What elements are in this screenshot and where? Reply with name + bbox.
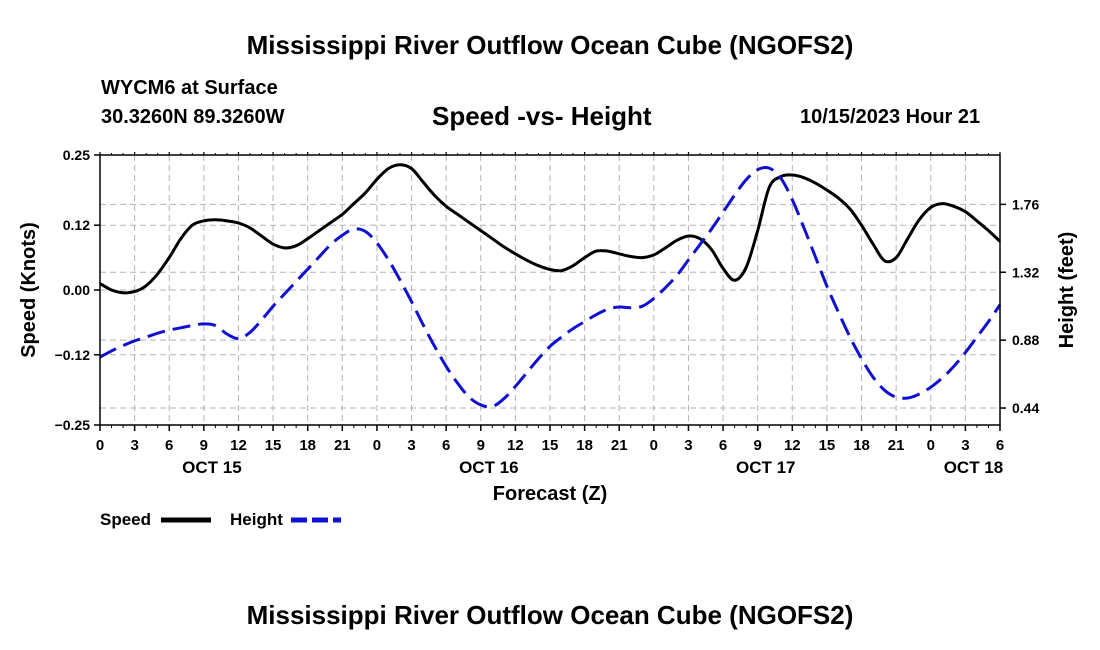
x-tick-label: 3	[961, 437, 969, 454]
x-tick-label: 21	[611, 437, 628, 454]
legend: Speed Height	[100, 510, 341, 529]
footer-title: Mississippi River Outflow Ocean Cube (NG…	[246, 600, 854, 630]
x-tick-label: 12	[230, 437, 247, 454]
x-tick-label: 18	[576, 437, 593, 454]
y-tick-label: −0.12	[55, 347, 91, 363]
x-tick-label: 0	[650, 437, 658, 454]
x-tick-label: 0	[96, 437, 104, 454]
legend-height-label: Height	[230, 510, 283, 529]
forecast-datetime: 10/15/2023 Hour 21	[800, 106, 981, 128]
y-tick-label: 0.12	[63, 217, 90, 233]
y2-axis-label: Height (feet)	[1056, 232, 1078, 349]
y2-tick-label: 1.32	[1012, 264, 1039, 280]
x-tick-label: 3	[684, 437, 692, 454]
y-tick-label: 0.25	[63, 147, 90, 163]
station-coordinates: 30.3260N 89.3260W	[101, 106, 285, 128]
date-label: OCT 16	[459, 458, 519, 477]
y-axis-label: Speed (Knots)	[18, 222, 40, 358]
x-tick-label: 18	[299, 437, 316, 454]
chart-subtitle: Speed -vs- Height	[432, 101, 652, 131]
x-tick-label: 15	[542, 437, 559, 454]
y2-tick-label: 0.44	[1012, 400, 1039, 416]
date-label: OCT 15	[182, 458, 242, 477]
x-tick-label: 6	[442, 437, 450, 454]
x-tick-label: 12	[784, 437, 801, 454]
x-tick-label: 12	[507, 437, 524, 454]
station-label: WYCM6 at Surface	[101, 77, 278, 99]
x-tick-label: 9	[754, 437, 762, 454]
axis-layer: 0 3 6 9 12 15 18 21 0 3 6 9 12 15 18 21 0 3 6 9 12 15 18 21 0 3 6O…	[55, 147, 1040, 477]
height-series-line	[99, 165, 1002, 409]
x-tick-label: 9	[477, 437, 485, 454]
x-axis-label: Forecast (Z)	[493, 483, 607, 505]
grid-layer	[100, 155, 1000, 425]
x-tick-label: 15	[265, 437, 282, 454]
x-tick-label: 3	[407, 437, 415, 454]
x-tick-label: 18	[853, 437, 870, 454]
speed-series-line	[99, 163, 1002, 295]
x-tick-label: 21	[334, 437, 351, 454]
series-layer	[99, 163, 1002, 409]
x-tick-label: 6	[719, 437, 727, 454]
x-tick-label: 0	[373, 437, 381, 454]
x-tick-label: 21	[888, 437, 905, 454]
x-tick-label: 0	[927, 437, 935, 454]
x-tick-label: 15	[819, 437, 836, 454]
chart-main-title: Mississippi River Outflow Ocean Cube (NG…	[246, 30, 854, 60]
y-tick-label: 0.00	[63, 282, 90, 298]
x-tick-label: 6	[996, 437, 1004, 454]
x-tick-label: 9	[200, 437, 208, 454]
date-label: OCT 17	[736, 458, 796, 477]
y2-tick-label: 1.76	[1012, 196, 1039, 212]
x-tick-label: 6	[165, 437, 173, 454]
legend-speed-label: Speed	[100, 510, 151, 529]
y-tick-label: −0.25	[55, 417, 91, 433]
date-label: OCT 18	[944, 458, 1004, 477]
y2-tick-label: 0.88	[1012, 332, 1039, 348]
x-tick-label: 3	[130, 437, 138, 454]
